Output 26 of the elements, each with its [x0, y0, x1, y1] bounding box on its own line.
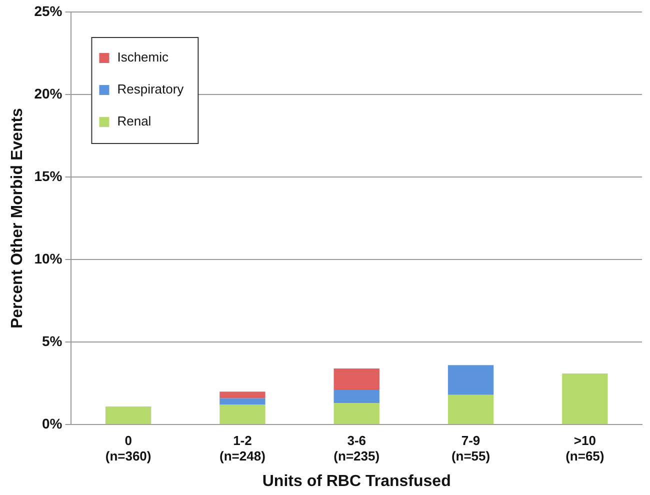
x-tick-label: 7-9 (n=55): [451, 432, 490, 464]
bar: [448, 365, 494, 395]
y-tick-label: 20%: [34, 85, 63, 102]
bar: [562, 373, 608, 424]
y-tick-label: 0%: [42, 415, 63, 432]
legend-label: Respiratory: [117, 82, 184, 97]
legend-label: Renal: [117, 114, 152, 129]
bar: [220, 404, 266, 424]
y-tick-label: 25%: [34, 2, 63, 19]
x-tick-label: 0 (n=360): [105, 432, 152, 464]
x-tick-label: 3-6 (n=235): [334, 432, 380, 464]
y-tick-label: 5%: [42, 332, 63, 349]
bar: [448, 394, 494, 424]
x-tick-label: >10 (n=65): [566, 432, 604, 464]
y-axis-title: Percent Other Morbid Events: [9, 108, 26, 329]
bar: [334, 403, 380, 424]
bar: [105, 406, 152, 424]
bar: [220, 392, 266, 398]
y-tick-label: 10%: [34, 250, 63, 266]
bar: [334, 390, 380, 404]
y-tick-label: 15%: [34, 168, 63, 184]
legend-label: Ischemic: [117, 50, 170, 65]
bar: [334, 368, 380, 390]
x-axis-title: Units of RBC Transfused: [262, 472, 451, 490]
bar: [220, 398, 266, 405]
x-tick-label: 1-2 (n=248): [220, 432, 266, 464]
